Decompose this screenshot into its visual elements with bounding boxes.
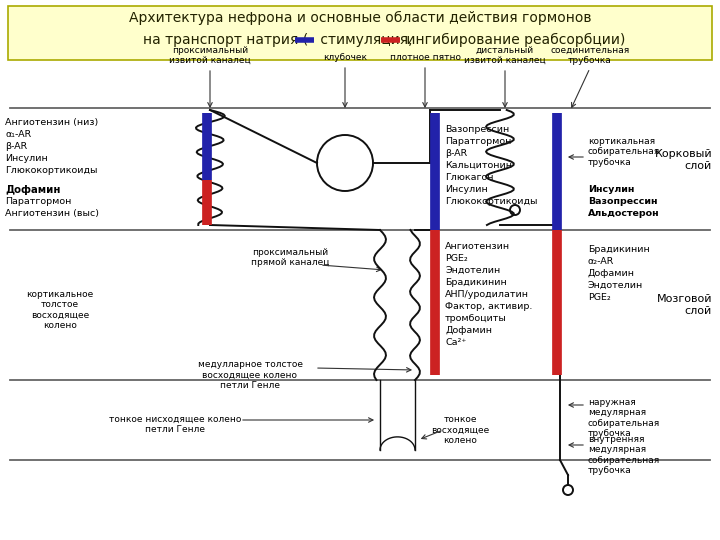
Text: α₂-AR: α₂-AR [588, 257, 614, 266]
Text: Дофамин: Дофамин [5, 185, 60, 195]
Text: Паратгормон: Паратгормон [5, 197, 71, 206]
Text: β-AR: β-AR [5, 142, 27, 151]
Text: Ангиотензин (выс): Ангиотензин (выс) [5, 209, 99, 218]
Text: плотное пятно: плотное пятно [390, 53, 461, 62]
FancyBboxPatch shape [8, 6, 712, 60]
Text: Корковый
слой: Корковый слой [654, 149, 712, 171]
Text: Брадикинин: Брадикинин [588, 245, 649, 254]
Text: Альдостерон: Альдостерон [588, 209, 660, 218]
Text: Инсулин: Инсулин [588, 185, 634, 194]
Text: Инсулин: Инсулин [5, 154, 48, 163]
Text: Инсулин: Инсулин [445, 185, 487, 194]
Text: Ангиотензин (низ): Ангиотензин (низ) [5, 118, 98, 127]
Text: тонкое
восходящее
колено: тонкое восходящее колено [431, 415, 489, 445]
Text: ингибирование реабсорбции): ингибирование реабсорбции) [402, 33, 626, 47]
Text: Архитектура нефрона и основные области действия гормонов: Архитектура нефрона и основные области д… [129, 11, 591, 25]
Text: кортикальное
толстое
восходящее
колено: кортикальное толстое восходящее колено [27, 290, 94, 330]
Text: дистальный
извитой каналец: дистальный извитой каналец [464, 45, 546, 65]
Text: Эндотелин: Эндотелин [445, 266, 500, 275]
Text: Дофамин: Дофамин [588, 269, 635, 278]
Text: на транспорт натрия (: на транспорт натрия ( [143, 33, 308, 47]
Text: соединительная
трубочка: соединительная трубочка [550, 45, 629, 65]
Text: наружная
медулярная
собирательная
трубочка: наружная медулярная собирательная трубоч… [588, 398, 660, 438]
Text: Вазопрессин: Вазопрессин [445, 125, 509, 134]
Text: клубочек: клубочек [323, 53, 367, 62]
Text: Паратгормон: Паратгормон [445, 137, 511, 146]
Text: кортикальная
собирательная
трубочка: кортикальная собирательная трубочка [588, 137, 660, 167]
Text: Кальцитонин: Кальцитонин [445, 161, 512, 170]
Text: Глюкагон: Глюкагон [445, 173, 493, 182]
Text: проксимальный
извитой каналец: проксимальный извитой каналец [169, 45, 251, 65]
Text: проксимальный
прямой каналец: проксимальный прямой каналец [251, 248, 329, 267]
Text: Фактор, активир.: Фактор, активир. [445, 302, 532, 311]
Text: АНП/уродилатин: АНП/уродилатин [445, 290, 529, 299]
Text: Эндотелин: Эндотелин [588, 281, 643, 290]
Text: Глюкокортикоиды: Глюкокортикоиды [445, 197, 538, 206]
Text: внутренняя
медулярная
собирательная
трубочка: внутренняя медулярная собирательная труб… [588, 435, 660, 475]
Text: Дофамин: Дофамин [445, 326, 492, 335]
Text: медулларное толстое
восходящее колено
петли Генле: медулларное толстое восходящее колено пе… [197, 360, 302, 390]
Text: тонкое нисходящее колено
петли Генле: тонкое нисходящее колено петли Генле [109, 415, 241, 434]
Text: β-AR: β-AR [445, 149, 467, 158]
Text: PGE₂: PGE₂ [588, 293, 611, 302]
Text: Брадикинин: Брадикинин [445, 278, 507, 287]
Text: Вазопрессин: Вазопрессин [588, 197, 657, 206]
Text: Глюкокортикоиды: Глюкокортикоиды [5, 166, 97, 175]
Text: тромбоциты: тромбоциты [445, 314, 507, 323]
Text: α₁-AR: α₁-AR [5, 130, 31, 139]
Text: PGE₂: PGE₂ [445, 254, 468, 263]
Text: Мозговой
слой: Мозговой слой [657, 294, 712, 316]
Text: Ангиотензин: Ангиотензин [445, 242, 510, 251]
Text: Ca²⁺: Ca²⁺ [445, 338, 467, 347]
Text: стимуляция,: стимуляция, [316, 33, 413, 47]
